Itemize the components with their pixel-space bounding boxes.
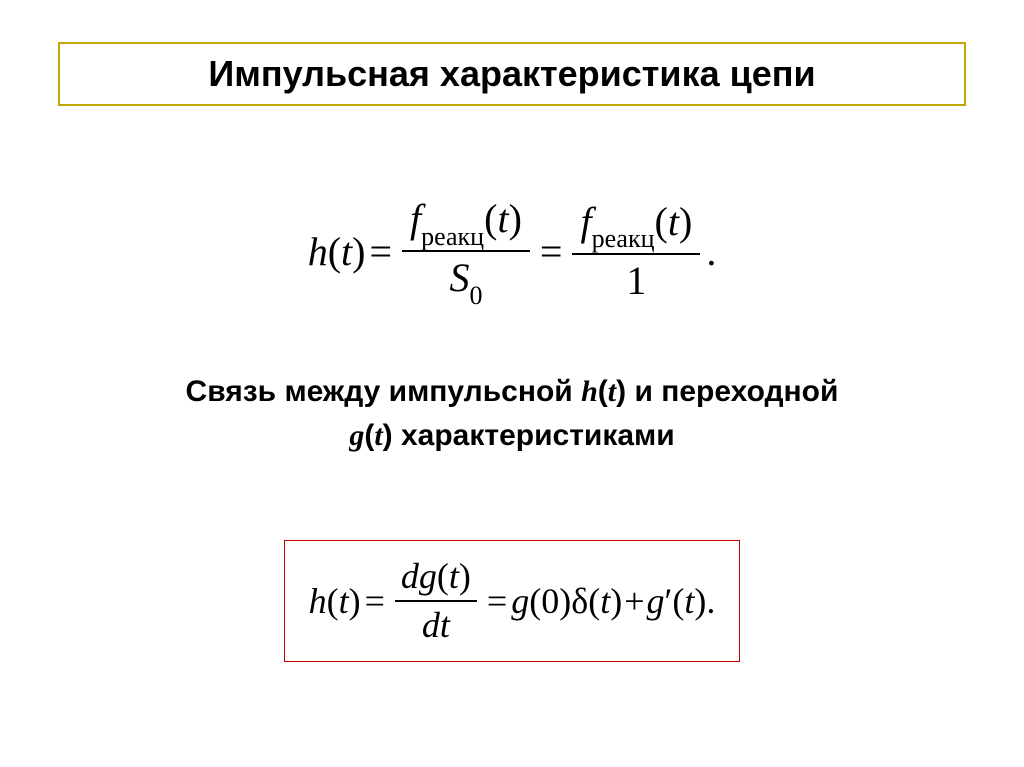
math-subscript: реакц — [592, 224, 655, 253]
math-symbol: g — [349, 419, 364, 452]
subtitle-text: ) и переходной — [616, 375, 838, 408]
math-symbol: f — [410, 196, 421, 241]
math-symbol: = — [487, 580, 507, 622]
math-symbol: t — [668, 199, 679, 244]
math-symbol: ) — [694, 580, 706, 622]
math-symbol: g — [419, 556, 437, 596]
math-symbol: = — [369, 228, 392, 275]
slide: Импульсная характеристика цепи h ( t ) =… — [0, 0, 1024, 767]
math-symbol: 1 — [618, 257, 654, 305]
equation-definition: h ( t ) = fреакц(t) S0 = fреакц(t) 1 — [0, 195, 1024, 307]
math-symbol: = — [540, 228, 563, 275]
math-symbol: ′ — [665, 580, 673, 622]
math-symbol: ) — [610, 580, 622, 622]
math-symbol: t — [608, 375, 616, 408]
math-subscript: 0 — [469, 281, 482, 310]
math-symbol: δ — [571, 580, 588, 622]
math-symbol: h — [308, 228, 328, 275]
math-symbol: t — [600, 580, 610, 622]
math-symbol: ( — [327, 580, 339, 622]
math-symbol: t — [374, 419, 382, 452]
math-symbol: t — [449, 556, 459, 596]
math-symbol: ) — [679, 199, 692, 244]
math-symbol: ( — [588, 580, 600, 622]
page-title: Импульсная характеристика цепи — [208, 53, 815, 95]
fraction: fреакц(t) 1 — [572, 198, 700, 305]
math-symbol: ( — [437, 556, 449, 596]
fraction: dg(t) dt — [395, 555, 477, 647]
math-symbol: t — [339, 580, 349, 622]
math-symbol: . — [706, 228, 716, 275]
equation-relation-wrap: h ( t ) = dg(t) dt = g ( 0 ) — [0, 540, 1024, 662]
math-symbol: ) — [559, 580, 571, 622]
math-symbol: ) — [509, 196, 522, 241]
math-symbol: ( — [328, 228, 341, 275]
math-symbol: d — [422, 605, 440, 645]
math-symbol: ( — [529, 580, 541, 622]
math-symbol: ( — [484, 196, 497, 241]
equation-relation-box: h ( t ) = dg(t) dt = g ( 0 ) — [284, 540, 741, 662]
fraction: fреакц(t) S0 — [402, 195, 530, 307]
title-box: Импульсная характеристика цепи — [58, 42, 966, 106]
math-symbol: t — [440, 605, 450, 645]
subtitle-text: ( — [598, 375, 608, 408]
math-symbol: + — [624, 580, 644, 622]
equation-relation: h ( t ) = dg(t) dt = g ( 0 ) — [309, 555, 716, 647]
math-symbol: h — [581, 375, 598, 408]
math-symbol: ) — [352, 228, 365, 275]
math-symbol: ) — [349, 580, 361, 622]
math-symbol: = — [365, 580, 385, 622]
math-symbol: d — [401, 556, 419, 596]
math-symbol: t — [684, 580, 694, 622]
math-symbol: 0 — [541, 580, 559, 622]
math-symbol: S — [449, 255, 469, 300]
math-symbol: g — [511, 580, 529, 622]
math-symbol: ) — [459, 556, 471, 596]
math-symbol: t — [341, 228, 352, 275]
subtitle-text: ( — [364, 419, 374, 452]
math-symbol: f — [580, 199, 591, 244]
subtitle-text: ) характеристиками — [383, 419, 675, 452]
math-symbol: t — [497, 196, 508, 241]
math-symbol: g — [647, 580, 665, 622]
math-symbol: ( — [655, 199, 668, 244]
math-symbol: . — [706, 580, 715, 622]
subtitle: Связь между импульсной h(t) и переходной… — [0, 370, 1024, 457]
subtitle-text: Связь между импульсной — [186, 375, 582, 408]
math-subscript: реакц — [421, 222, 484, 251]
math-symbol: ( — [672, 580, 684, 622]
math-symbol: h — [309, 580, 327, 622]
